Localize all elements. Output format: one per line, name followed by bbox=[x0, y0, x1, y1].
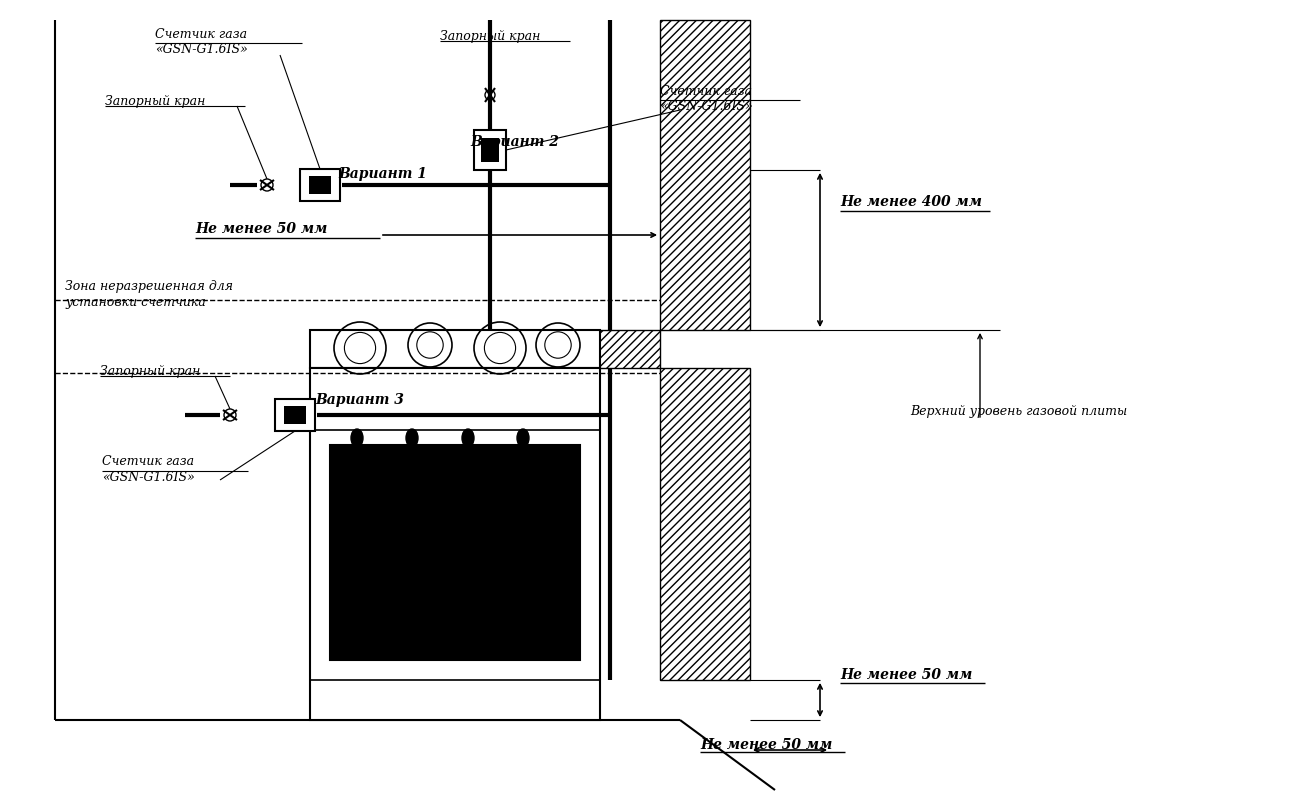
Text: Вариант 1: Вариант 1 bbox=[339, 167, 426, 181]
Bar bbox=[474, 130, 506, 170]
Text: Счетчик газа: Счетчик газа bbox=[102, 455, 194, 468]
Bar bbox=[329, 445, 580, 660]
Bar bbox=[660, 20, 749, 330]
Ellipse shape bbox=[351, 429, 363, 447]
Text: Вариант 2: Вариант 2 bbox=[470, 135, 559, 149]
Text: Запорный кран: Запорный кран bbox=[99, 365, 200, 378]
Bar bbox=[300, 169, 340, 201]
Text: Не менее 50 мм: Не менее 50 мм bbox=[840, 668, 973, 682]
Bar bbox=[310, 368, 599, 720]
Bar bbox=[310, 330, 660, 368]
Bar bbox=[481, 138, 499, 162]
Text: Не менее 400 мм: Не менее 400 мм bbox=[840, 195, 982, 209]
Text: Не менее 50 мм: Не менее 50 мм bbox=[700, 738, 832, 752]
Text: установки счетчика: установки счетчика bbox=[65, 296, 205, 309]
Ellipse shape bbox=[406, 429, 419, 447]
Bar bbox=[309, 176, 331, 194]
Bar bbox=[284, 406, 306, 424]
Bar bbox=[275, 399, 315, 431]
Text: Зона неразрешенная для: Зона неразрешенная для bbox=[65, 280, 233, 293]
Ellipse shape bbox=[463, 429, 474, 447]
Text: Вариант 3: Вариант 3 bbox=[315, 393, 404, 407]
Text: Счетчик газа: Счетчик газа bbox=[155, 28, 247, 41]
Text: Верхний уровень газовой плиты: Верхний уровень газовой плиты bbox=[910, 405, 1127, 418]
Bar bbox=[310, 330, 599, 368]
Text: «GSN-G1.6IS»: «GSN-G1.6IS» bbox=[660, 100, 753, 113]
Text: «GSN-G1.6IS»: «GSN-G1.6IS» bbox=[102, 471, 195, 484]
Text: Запорный кран: Запорный кран bbox=[441, 30, 540, 43]
Text: «GSN-G1.6IS»: «GSN-G1.6IS» bbox=[155, 43, 248, 56]
Bar bbox=[660, 368, 749, 680]
Text: Счетчик газа: Счетчик газа bbox=[660, 85, 752, 98]
Text: Запорный кран: Запорный кран bbox=[105, 95, 205, 108]
Text: Не менее 50 мм: Не менее 50 мм bbox=[195, 222, 327, 236]
Ellipse shape bbox=[517, 429, 528, 447]
